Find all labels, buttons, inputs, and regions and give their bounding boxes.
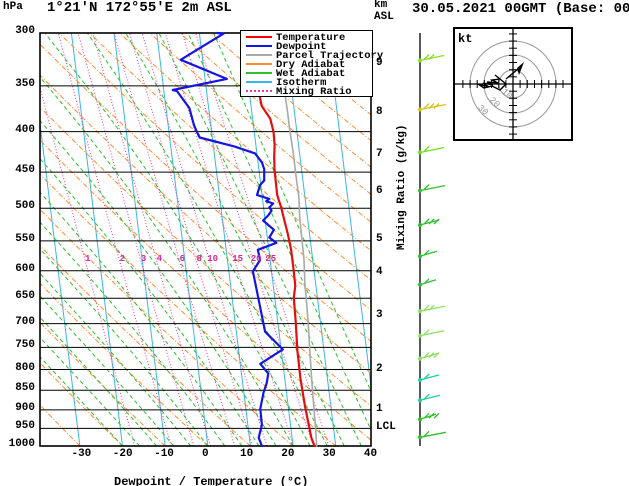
svg-text:kt: kt — [458, 32, 472, 46]
